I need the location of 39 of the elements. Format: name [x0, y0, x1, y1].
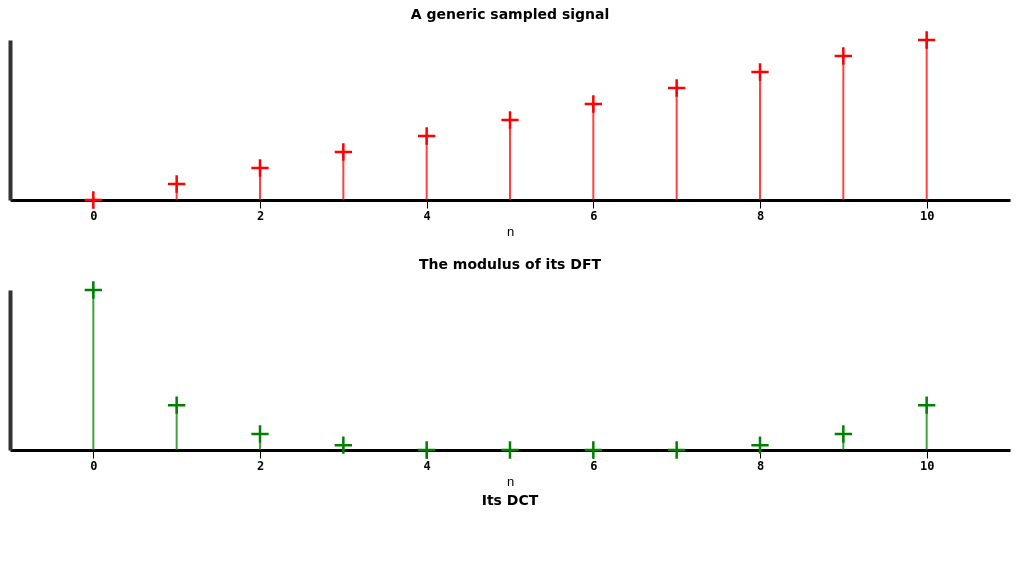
- point: [166, 395, 187, 416]
- point: [583, 94, 604, 114]
- x-axis-title: n: [506, 223, 515, 239]
- x-tick-label: 10: [919, 458, 935, 473]
- point: [250, 424, 270, 444]
- x-tick-label: 0: [90, 458, 98, 473]
- point: [416, 126, 437, 146]
- point: [250, 158, 270, 178]
- point: [666, 440, 687, 460]
- point: [416, 440, 437, 460]
- point: [833, 46, 854, 66]
- point: [666, 78, 687, 98]
- x-tick-label: 2: [256, 208, 265, 223]
- point: [500, 110, 520, 130]
- point: [83, 280, 104, 300]
- x-tick-label: 6: [590, 458, 598, 473]
- text: Its DCT: [480, 492, 540, 508]
- point: [83, 190, 104, 210]
- chart-title: A generic sampled signal: [410, 6, 610, 23]
- point: [916, 395, 937, 416]
- x-tick-label: 8: [756, 208, 765, 223]
- x-tick-label: 8: [756, 458, 765, 473]
- point: [166, 174, 187, 194]
- x-axis-title: n: [506, 473, 515, 489]
- x-tick-label: 2: [256, 458, 265, 473]
- x-tick-label: 4: [423, 208, 431, 223]
- point: [833, 424, 854, 444]
- point: [750, 435, 770, 456]
- point: [583, 440, 604, 460]
- point: [333, 142, 354, 162]
- point: [916, 30, 937, 50]
- x-tick-label: 10: [919, 208, 935, 223]
- point: [500, 440, 520, 460]
- x-tick-label: 0: [90, 208, 98, 223]
- chart-title: The modulus of its DFT: [418, 256, 602, 273]
- point: [333, 435, 354, 456]
- point: [750, 62, 770, 82]
- x-tick-label: 6: [590, 208, 598, 223]
- x-tick-label: 4: [423, 458, 431, 473]
